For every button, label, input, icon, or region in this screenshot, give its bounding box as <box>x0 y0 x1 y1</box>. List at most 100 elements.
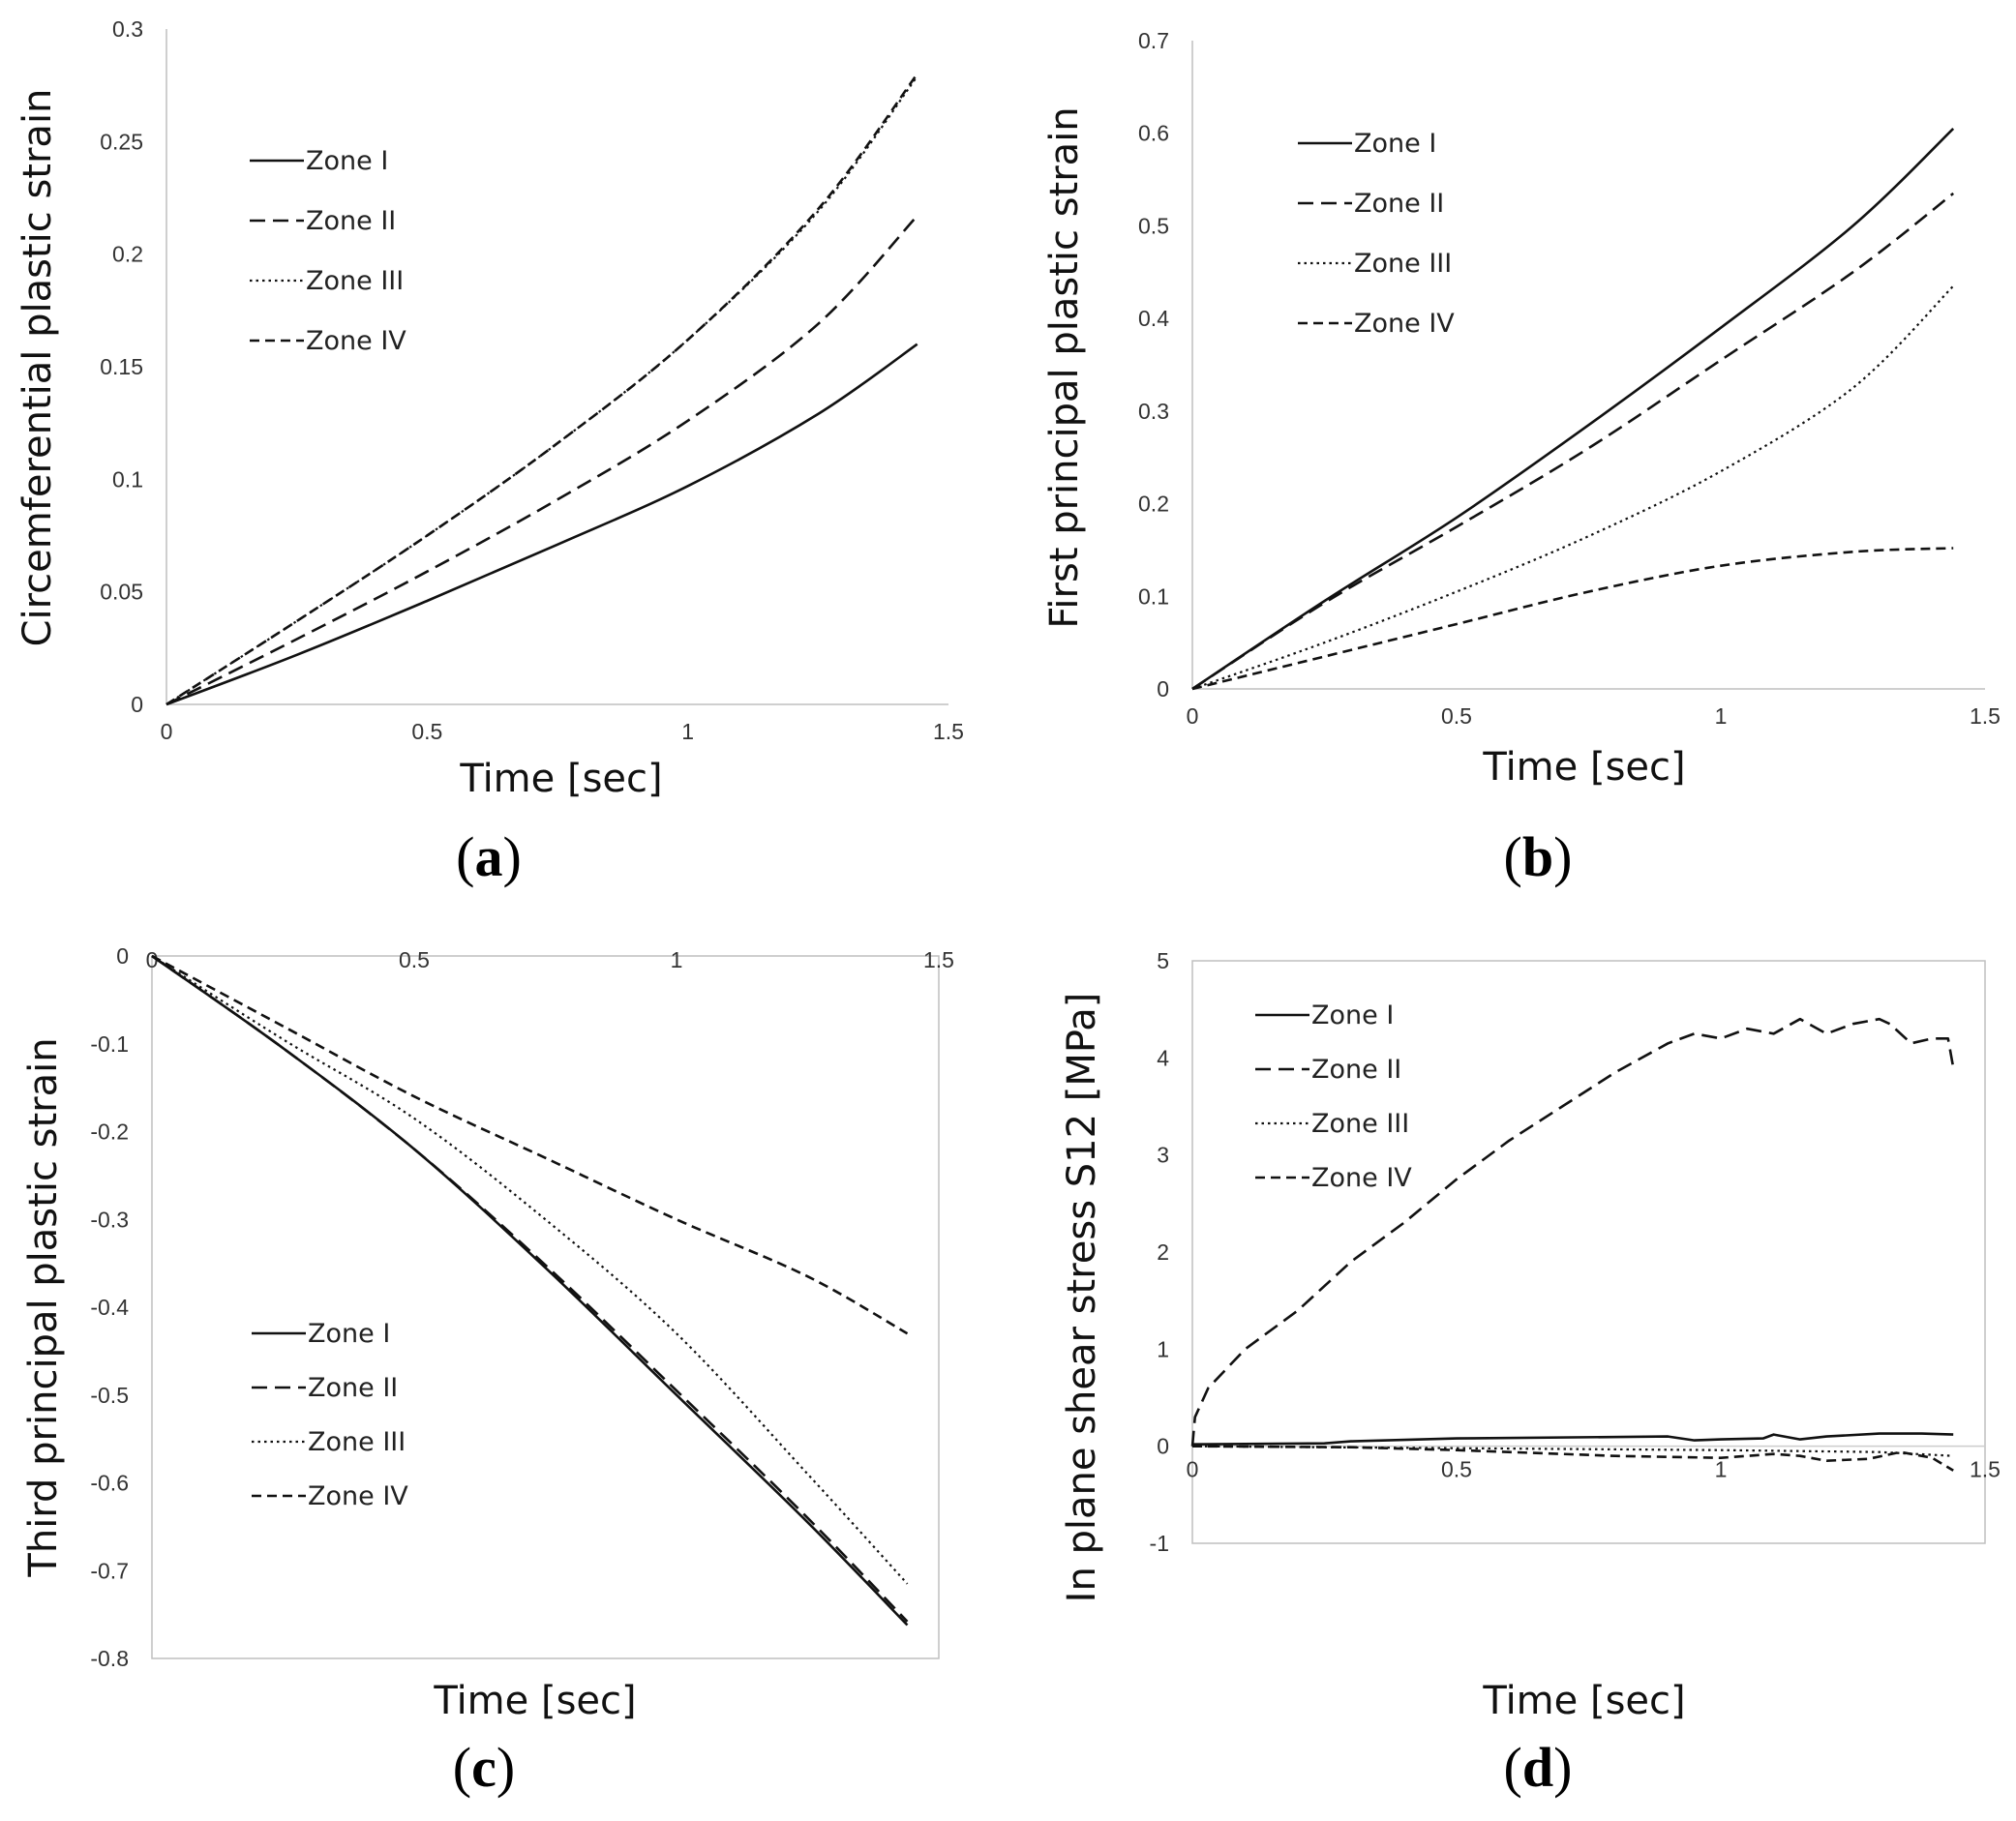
y-tick-label: -0.2 <box>90 1119 129 1145</box>
x-tick-label: 0.5 <box>1441 1457 1472 1482</box>
y-tick-label: 5 <box>1157 948 1169 973</box>
chart-c-svg: 0 0.5 1 1.5 -0.8 -0.7 -0.6 -0.5 -0.4 -0.3 -0.2 -0.1… <box>21 943 954 1799</box>
series-line-zone-2 <box>1190 1017 1955 1447</box>
legend-label: Zone IV <box>308 1481 408 1511</box>
legend-label: Zone I <box>1311 1000 1394 1030</box>
y-axis-title: First principal plastic strain <box>1042 106 1087 628</box>
y-tick-label: 4 <box>1157 1045 1169 1070</box>
series-line-zone-1 <box>1191 127 1955 691</box>
legend-label: Zone III <box>308 1427 406 1457</box>
panel-caption: (b) <box>1504 825 1573 888</box>
y-tick-label: -0.6 <box>90 1471 129 1496</box>
chart-d-svg: 0 0.5 1 1.5 -1 0 1 2 3 4 5 Time [sec] In plane shear… <box>1060 948 2001 1799</box>
series-line-zone-1 <box>165 343 918 706</box>
series-line-zone-4 <box>1191 547 1954 691</box>
chart-panel-d: 0 0.5 1 1.5 -1 0 1 2 3 4 5 Time [sec] In plane shear… <box>1008 910 2015 1821</box>
chart-panel-b: 0 0.5 1 1.5 0 0.1 0.2 0.3 0.4 0.5 0.6 0.7 Time [sec]… <box>1008 0 2015 910</box>
x-tick-label: 0 <box>1187 703 1199 729</box>
y-tick-label: 0.25 <box>100 129 143 154</box>
y-tick-label: -0.3 <box>90 1207 129 1232</box>
y-tick-label: 0.1 <box>112 466 143 492</box>
series-line-zone-2 <box>151 954 909 1623</box>
x-axis-title: Time [sec] <box>433 1679 636 1723</box>
panel-caption: (a) <box>456 825 522 888</box>
legend-label: Zone IV <box>1354 309 1455 339</box>
y-tick-label: -0.5 <box>90 1383 129 1408</box>
legend-label: Zone II <box>308 1373 398 1403</box>
legend-label: Zone III <box>1311 1109 1409 1139</box>
y-tick-label: 0.6 <box>1138 121 1169 146</box>
x-tick-label: 1 <box>671 947 683 972</box>
y-tick-label: 0.15 <box>100 354 143 379</box>
y-tick-label: 0.2 <box>1138 492 1169 517</box>
y-tick-label: 0.4 <box>1138 306 1169 331</box>
x-tick-label: 0.5 <box>411 719 442 744</box>
plot-frame <box>151 955 940 1659</box>
chart-panel-c: 0 0.5 1 1.5 -0.8 -0.7 -0.6 -0.5 -0.4 -0.3 -0.2 -0.1… <box>0 910 1008 1821</box>
x-tick-label: 1 <box>1715 703 1728 729</box>
y-axis-title: Third principal plastic strain <box>21 1037 66 1577</box>
legend: Zone I Zone II Zone III Zone IV <box>252 1319 408 1511</box>
x-tick-label: 0 <box>1187 1457 1199 1482</box>
y-tick-label: 0 <box>116 943 129 969</box>
x-tick-label: 1.5 <box>933 719 964 744</box>
y-tick-label: 2 <box>1157 1239 1169 1265</box>
y-tick-label: 0.7 <box>1138 28 1169 53</box>
series-line-zone-4 <box>165 73 918 706</box>
legend: Zone I Zone II Zone III Zone IV <box>1298 129 1455 339</box>
y-tick-label: -0.4 <box>90 1295 129 1320</box>
x-tick-label: 1.5 <box>923 947 954 972</box>
chart-a-svg: 0 0.5 1 1.5 0 0.05 0.1 0.15 0.2 0.25 0.3 Time [sec]… <box>15 16 964 888</box>
legend-label: Zone II <box>1311 1055 1401 1085</box>
y-tick-label: 0.3 <box>1138 399 1169 424</box>
legend-label: Zone I <box>308 1319 390 1349</box>
legend: Zone I Zone II Zone III Zone IV <box>1255 1000 1412 1193</box>
x-axis-title: Time [sec] <box>1482 745 1685 790</box>
x-tick-label: 0 <box>161 719 173 744</box>
y-tick-label: 3 <box>1157 1143 1169 1168</box>
y-tick-label: 0 <box>131 692 143 717</box>
legend-label: Zone I <box>306 146 388 176</box>
legend-label: Zone III <box>306 266 404 296</box>
plot-frame <box>1191 960 1986 1544</box>
x-tick-label: 0 <box>146 947 159 972</box>
series-line-zone-3 <box>165 75 918 705</box>
x-tick-label: 0.5 <box>1441 703 1472 729</box>
y-tick-label: -0.8 <box>90 1646 129 1671</box>
y-tick-label: 0.5 <box>1138 213 1169 238</box>
y-axis-title: Circemferential plastic strain <box>15 89 60 647</box>
legend-label: Zone I <box>1354 129 1436 159</box>
series-line-zone-1 <box>151 954 909 1627</box>
y-tick-label: -0.1 <box>90 1031 129 1057</box>
x-axis-title: Time [sec] <box>459 757 662 801</box>
y-tick-label: -1 <box>1150 1531 1169 1556</box>
legend: Zone I Zone II Zone III Zone IV <box>250 146 406 356</box>
panel-caption: (c) <box>453 1736 515 1799</box>
series-line-zone-1 <box>1191 1432 1954 1446</box>
legend-label: Zone IV <box>1311 1163 1412 1193</box>
y-tick-label: 1 <box>1157 1336 1169 1361</box>
y-tick-label: 0.2 <box>112 242 143 267</box>
panel-caption: (d) <box>1504 1736 1573 1799</box>
x-tick-label: 1.5 <box>1970 703 2001 729</box>
x-tick-label: 0.5 <box>399 947 430 972</box>
series-line-zone-3 <box>1191 284 1954 691</box>
y-axis-title: In plane shear stress S12 [MPa] <box>1060 993 1104 1603</box>
series-line-zone-4 <box>1191 1445 1954 1472</box>
chart-panel-a: 0 0.5 1 1.5 0 0.05 0.1 0.15 0.2 0.25 0.3 Time [sec]… <box>0 0 1008 910</box>
y-tick-label: 0.3 <box>112 16 143 42</box>
x-tick-label: 1 <box>1715 1457 1728 1482</box>
legend-label: Zone II <box>1354 189 1444 219</box>
legend-label: Zone II <box>306 206 396 236</box>
legend-label: Zone III <box>1354 249 1452 279</box>
x-tick-label: 1 <box>681 719 694 744</box>
y-tick-label: -0.7 <box>90 1558 129 1583</box>
y-tick-label: 0.05 <box>100 580 143 605</box>
x-axis-title: Time [sec] <box>1482 1679 1685 1723</box>
legend-label: Zone IV <box>306 326 406 356</box>
y-tick-label: 0 <box>1157 1434 1169 1459</box>
chart-b-svg: 0 0.5 1 1.5 0 0.1 0.2 0.3 0.4 0.5 0.6 0.7 Time [sec]… <box>1042 28 2001 888</box>
series-line-zone-4 <box>151 954 909 1335</box>
series-line-zone-2 <box>165 215 918 706</box>
y-tick-label: 0 <box>1157 676 1169 702</box>
